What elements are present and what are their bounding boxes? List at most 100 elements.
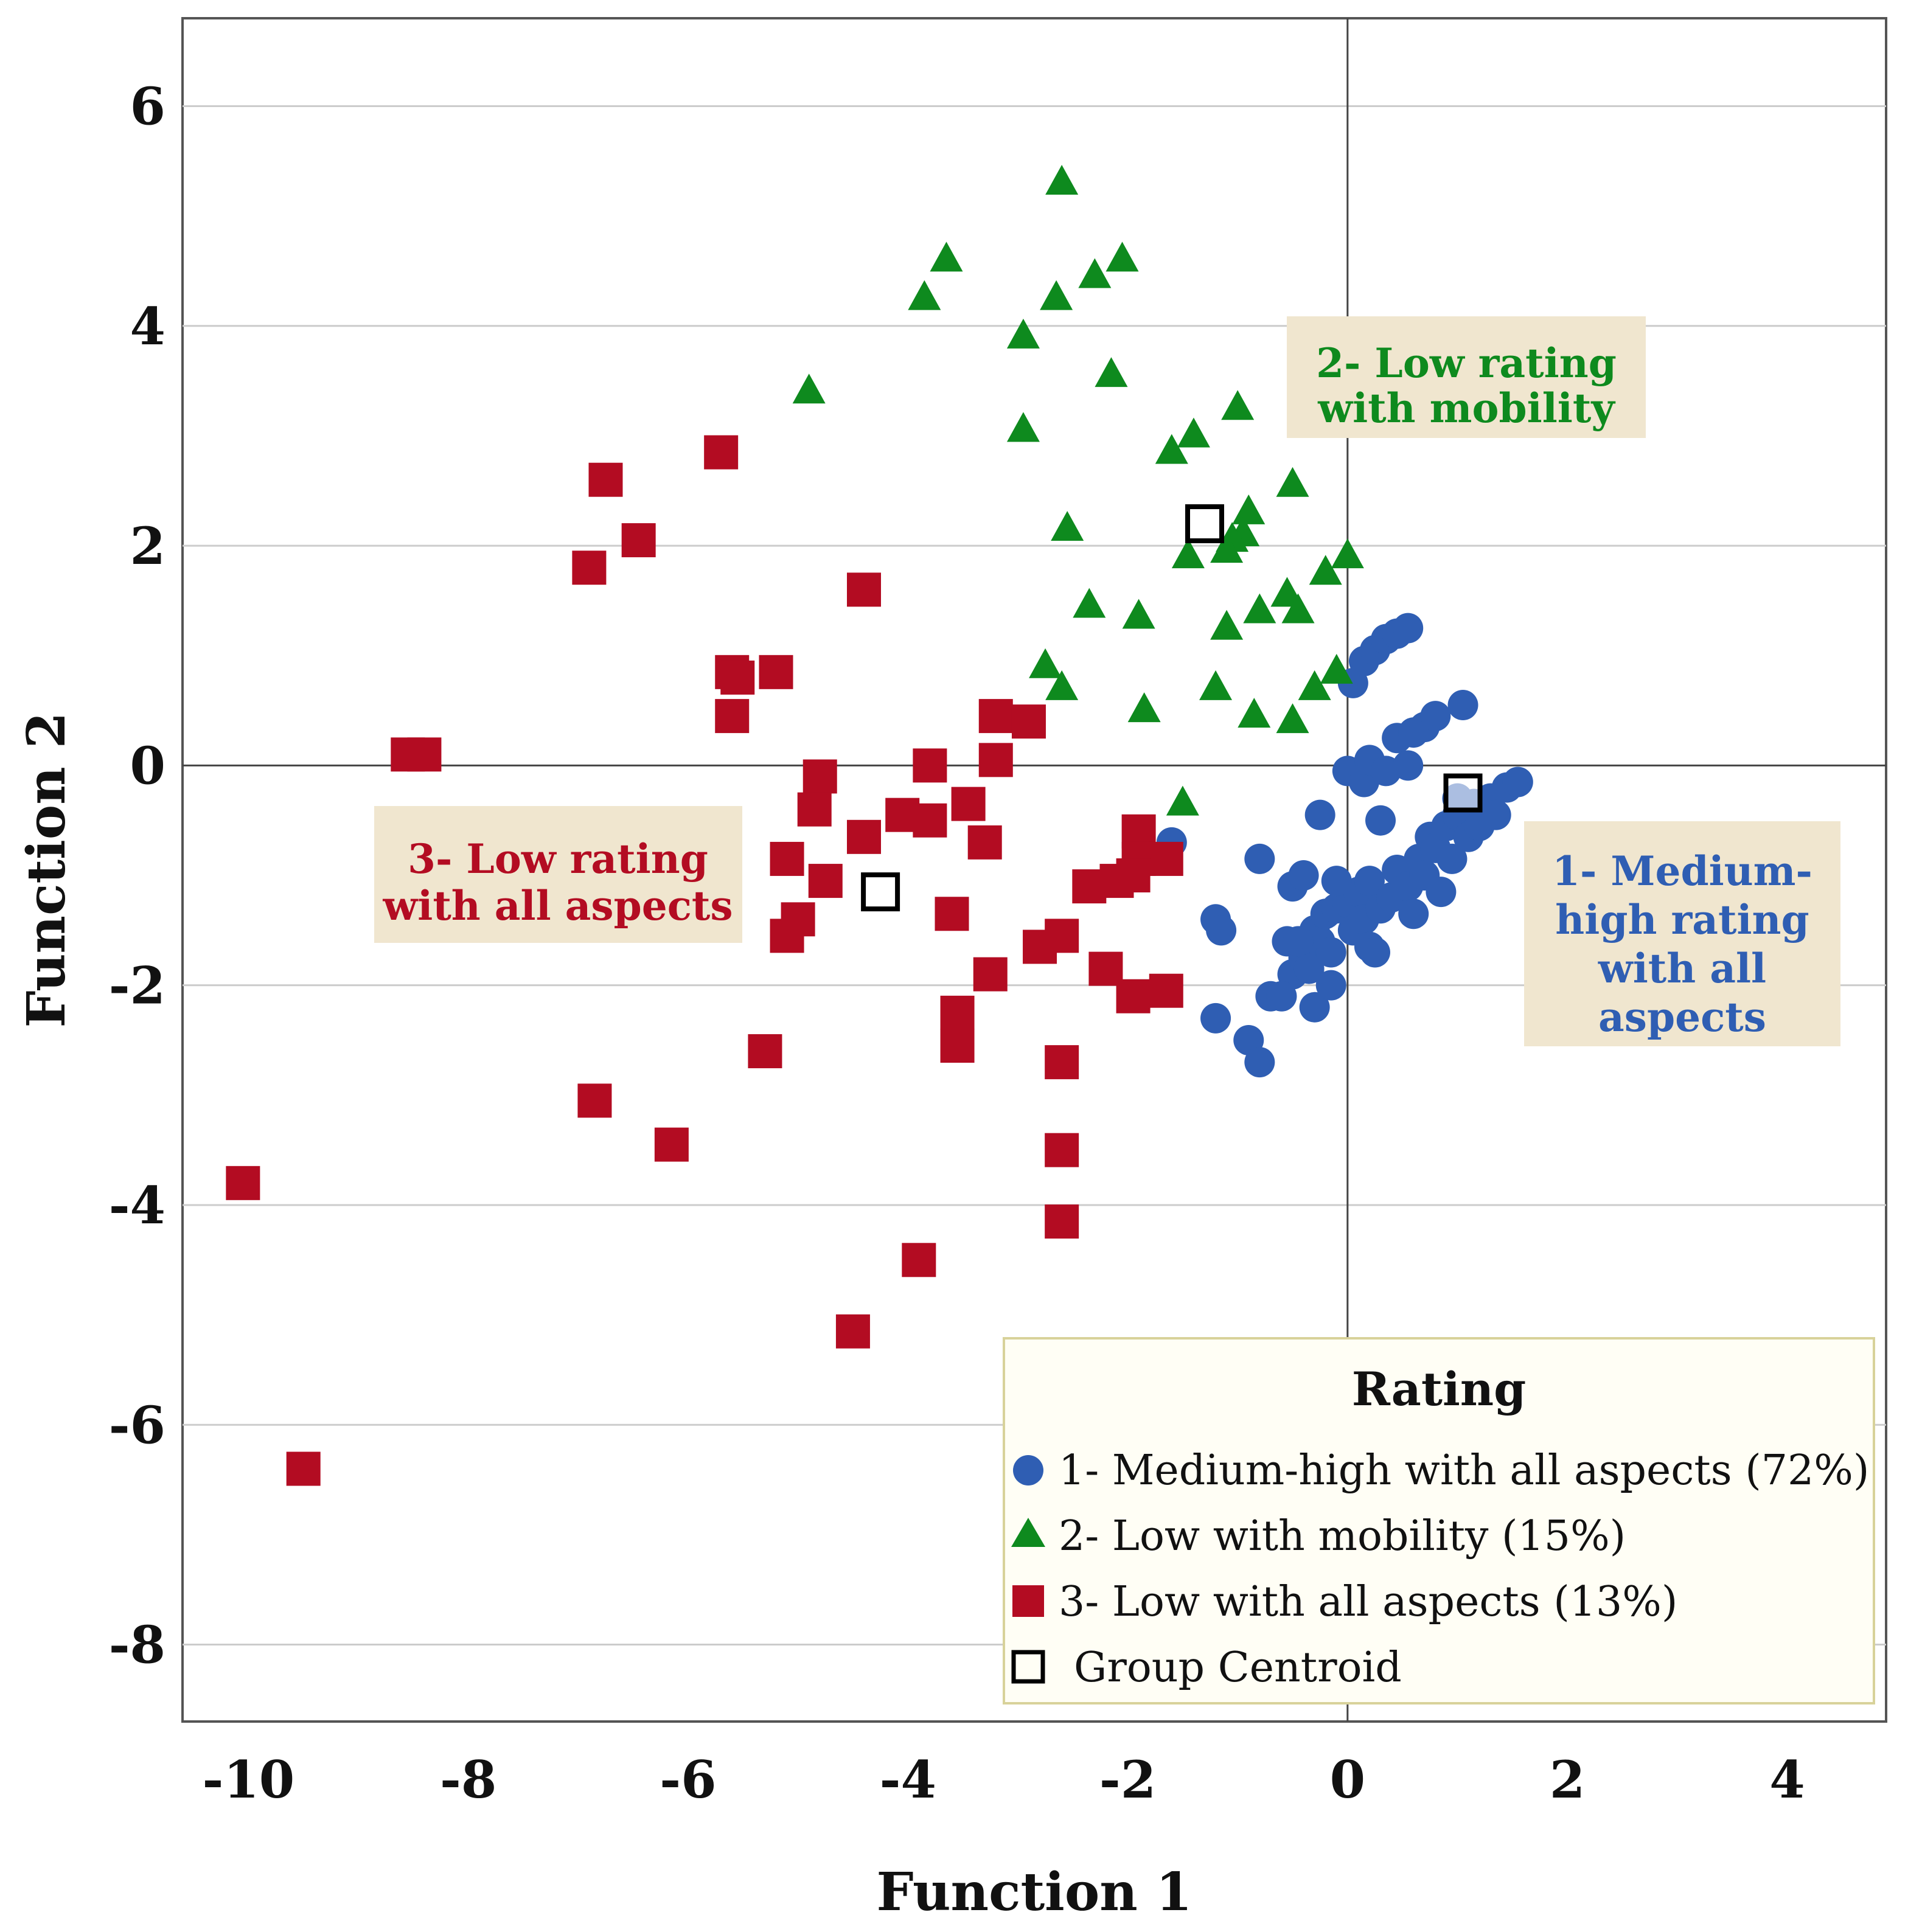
point-group-3 [847, 572, 881, 607]
point-group-2 [1243, 593, 1276, 624]
x-axis-title: Function 1 [876, 1861, 1192, 1923]
legend: Rating 1- Medium-high with all aspects (… [1003, 1337, 1875, 1704]
point-group-1 [1447, 690, 1478, 721]
point-group-3 [913, 803, 947, 838]
point-group-1 [1393, 750, 1424, 781]
point-group-2 [1051, 511, 1084, 541]
legend-box [1003, 1337, 1875, 1704]
point-group-1 [1480, 799, 1511, 830]
point-group-2 [1320, 653, 1353, 684]
centroid-marker [861, 872, 900, 912]
point-group-2 [1029, 648, 1062, 678]
point-group-2 [1073, 588, 1106, 618]
x-tick-label: 4 [1769, 1750, 1805, 1810]
point-group-3 [951, 787, 986, 821]
point-group-1 [1200, 1002, 1231, 1034]
legend-marker-triangle [1011, 1518, 1045, 1547]
legend-title: Rating [1352, 1362, 1527, 1416]
point-group-2 [1006, 412, 1040, 442]
x-tick-label: -8 [440, 1750, 496, 1810]
annotation-1-line-1: 1- Medium- [1552, 847, 1812, 895]
point-group-1 [1398, 898, 1429, 930]
point-group-1 [1393, 613, 1424, 644]
point-group-3 [967, 825, 1002, 860]
point-group-2 [1232, 494, 1266, 524]
point-group-3 [748, 1034, 782, 1069]
legend-label-2: 2- Low with mobility (15%) [1059, 1512, 1626, 1560]
point-group-3 [978, 699, 1013, 734]
centroid-marker [1185, 504, 1224, 543]
point-group-2 [1276, 703, 1309, 734]
y-tick-label: -6 [109, 1395, 165, 1455]
annotation-box-1 [1524, 821, 1840, 1046]
point-group-3 [715, 699, 750, 734]
point-group-3 [577, 1083, 612, 1118]
point-group-3 [935, 897, 969, 931]
x-tick-label: -2 [1099, 1750, 1156, 1810]
legend-label-3: 3- Low with all aspects (13%) [1059, 1578, 1677, 1626]
point-group-3 [1149, 841, 1183, 876]
point-group-1 [1283, 926, 1314, 957]
y-tick-label: 0 [130, 735, 165, 796]
point-group-2 [1298, 670, 1331, 700]
point-group-3 [803, 759, 837, 794]
point-group-1 [1502, 766, 1533, 797]
point-group-2 [1210, 610, 1244, 640]
point-group-2 [1045, 164, 1079, 195]
annotation-group-2: 2- Low rating with mobility [1287, 316, 1646, 438]
point-group-3 [720, 660, 755, 695]
point-group-1 [1299, 992, 1330, 1023]
point-group-3 [1011, 704, 1046, 739]
point-group-3 [808, 864, 843, 898]
point-group-1 [1244, 843, 1275, 874]
point-group-3 [1072, 869, 1107, 904]
annotation-group-1: 1- Medium- high rating with all aspects [1524, 821, 1840, 1046]
point-group-3 [572, 551, 607, 585]
point-group-3 [286, 1451, 321, 1486]
point-group-1 [1360, 937, 1390, 968]
point-group-3 [913, 748, 947, 783]
point-group-2 [1105, 241, 1139, 272]
x-tick-label: -10 [203, 1750, 295, 1810]
point-group-1 [1420, 701, 1451, 732]
point-group-3 [407, 737, 442, 772]
point-group-1 [1321, 866, 1352, 897]
point-group-3 [1149, 973, 1183, 1008]
point-group-1 [1365, 805, 1396, 836]
legend-marker-open-square [1011, 1650, 1045, 1684]
point-group-3 [770, 841, 804, 876]
point-group-1 [1426, 877, 1457, 908]
y-tick-label: -8 [109, 1615, 165, 1675]
legend-label-4: Group Centroid [1074, 1644, 1402, 1692]
point-group-3 [770, 919, 804, 953]
point-group-1 [1315, 970, 1346, 1001]
point-group-3 [759, 655, 793, 689]
point-group-3 [1116, 979, 1151, 1013]
point-group-3 [797, 792, 832, 827]
point-group-3 [704, 435, 739, 470]
point-group-2 [1281, 593, 1315, 624]
point-group-3 [1045, 1045, 1079, 1080]
point-group-2 [1040, 280, 1073, 310]
point-group-2 [792, 374, 826, 404]
annotation-1-line-2: high rating [1555, 896, 1809, 943]
point-group-2 [1177, 417, 1210, 448]
point-group-3 [978, 743, 1013, 777]
tick-labels: -8 -6 -4 -2 0 2 4 6 -10 -8 -6 -4 -2 0 2 4 [109, 77, 1805, 1810]
annotation-2-line-2: with mobility [1317, 384, 1615, 432]
x-tick-label: 0 [1330, 1750, 1365, 1810]
point-group-2 [1127, 692, 1161, 723]
point-group-2 [1309, 555, 1342, 585]
legend-label-1: 1- Medium-high with all aspects (72%) [1059, 1447, 1869, 1495]
point-group-2 [1095, 357, 1128, 387]
point-group-3 [847, 819, 881, 854]
point-group-3 [940, 1029, 975, 1063]
y-tick-label: 2 [130, 516, 165, 576]
point-group-3 [1023, 930, 1057, 964]
point-group-1 [1354, 866, 1385, 897]
annotation-1-line-3: with all [1598, 945, 1766, 992]
point-group-2 [1166, 785, 1199, 816]
point-group-1 [1293, 953, 1325, 984]
point-group-2 [1199, 670, 1233, 700]
legend-marker-square [1012, 1585, 1044, 1617]
